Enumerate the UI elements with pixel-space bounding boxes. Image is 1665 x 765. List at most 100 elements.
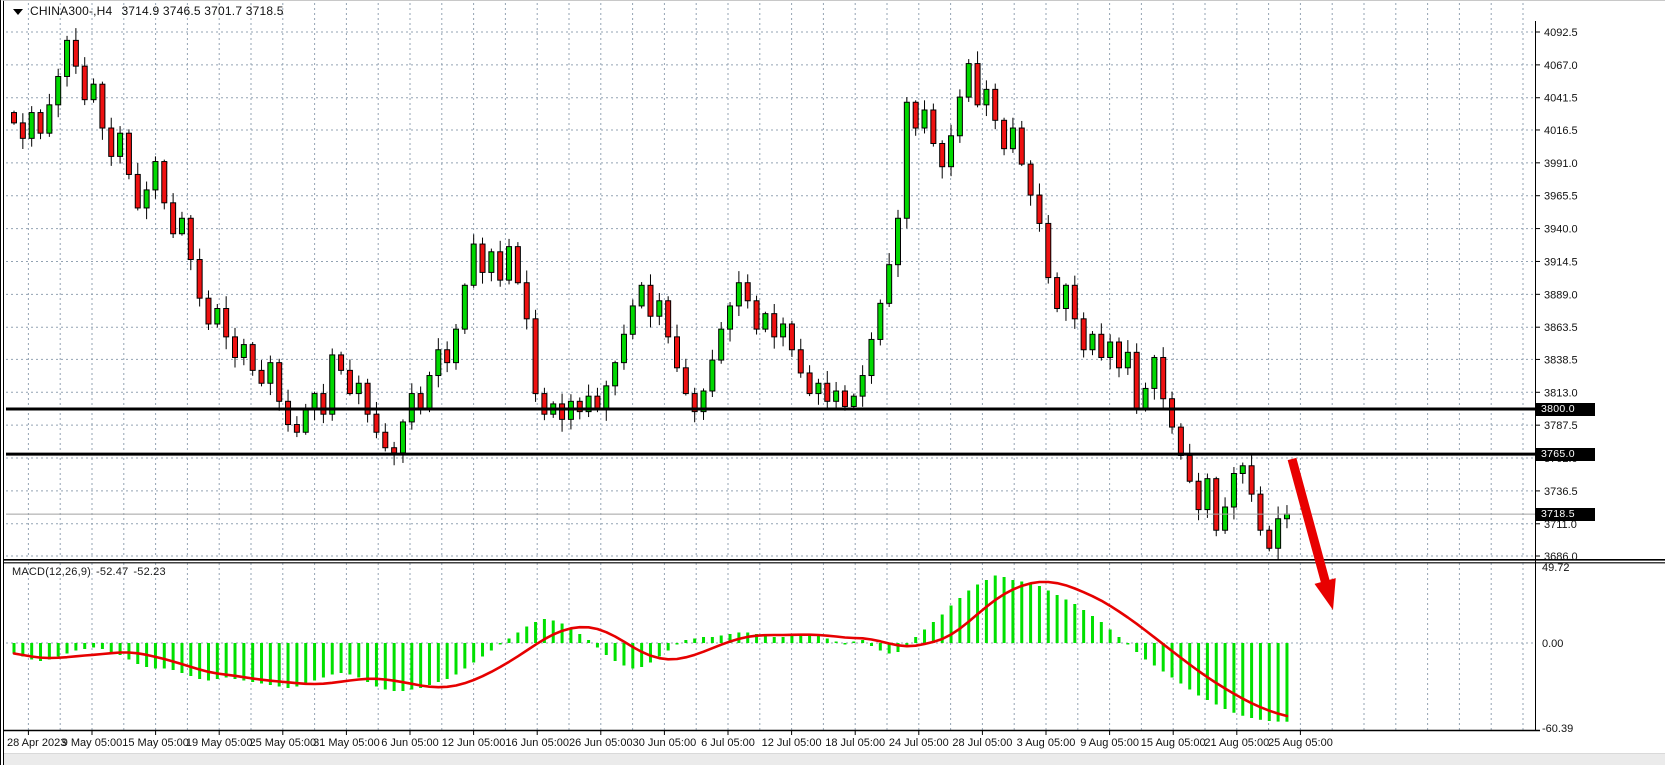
macd-histogram-bar [1205,643,1209,700]
macd-signal-line [12,580,1289,718]
candle-bearish [1248,465,1255,495]
candle-bearish [1071,284,1078,320]
ohlc-values: 3714.9 3746.5 3701.7 3718.5 [121,4,284,18]
time-axis-label: 26 Jun 05:00 [569,737,633,749]
candle-bullish [656,300,663,317]
candle-bearish [1045,222,1052,279]
candle-bullish [1275,518,1282,549]
macd-histogram-bar [790,635,794,643]
macd-histogram-bar [171,643,175,670]
candle-bearish [691,393,698,413]
candle-bullish [399,421,406,454]
candle-bullish [214,308,221,325]
price-axis-label: 4016.5 [1544,125,1578,137]
price-axis-label: 3838.5 [1544,354,1578,366]
candle-bullish [1009,127,1016,150]
time-axis-label: 6 Jun 05:00 [381,737,439,749]
candle-bullish [506,246,513,281]
time-axis-label: 25 May 05:00 [249,737,316,749]
candle-bullish [620,333,627,364]
candle-bullish [709,359,716,392]
macd-histogram-bar [472,643,476,663]
macd-histogram-bar [419,643,423,688]
candle-bullish [612,362,619,387]
candle-bullish [868,338,875,377]
candle-bearish [939,143,946,168]
macd-histogram-bar [224,643,228,678]
candle-bearish [205,297,212,325]
macd-histogram-bar [1258,643,1262,720]
macd-histogram-bar [551,620,555,643]
candle-bullish [435,349,442,377]
candle-bearish [108,127,115,157]
symbol-dropdown-icon[interactable] [13,9,23,15]
macd-value: -52.47 [96,566,129,578]
macd-histogram-bar [295,643,299,687]
candle-bearish [1195,480,1202,511]
price-axis-label: 3787.5 [1544,420,1578,432]
candle-bearish [196,259,203,299]
macd-histogram-bar [39,643,43,661]
macd-histogram-bar [852,641,856,643]
candle-bullish [903,101,910,219]
candle-bearish [232,336,238,358]
macd-histogram-bar [83,643,87,649]
macd-histogram-bar [481,643,485,657]
macd-histogram-bar [1276,643,1280,722]
candle-bullish [461,284,468,330]
macd-histogram-bar [648,643,652,663]
candle-bearish [1098,333,1105,358]
macd-histogram-bar [489,643,493,651]
macd-signal-value: -52.23 [133,566,166,578]
time-axis-label: 28 Jul 05:00 [952,737,1012,749]
time-axis-label: 25 Aug 05:00 [1268,737,1333,749]
candle-bullish [815,382,822,395]
candle-bearish [364,382,371,415]
macd-histogram-bar [825,638,829,643]
candle-bearish [285,400,292,426]
candle-bearish [1186,454,1193,482]
macd-histogram-bar [1117,637,1121,643]
candle-bearish [841,390,848,407]
macd-histogram-bar [905,643,909,646]
price-axis-label: 3813.0 [1544,387,1578,399]
trend-arrow-head[interactable] [1314,578,1336,610]
macd-histogram-bar [1064,599,1068,643]
candle-bullish [302,408,309,433]
macd-histogram-bar [206,643,210,681]
candle-bullish [921,109,928,129]
candle-bullish [629,305,636,335]
macd-name: MACD(12,26,9) [12,566,92,578]
trend-arrow-shaft[interactable] [1287,457,1332,589]
candle-bullish [143,189,150,209]
macd-histogram-bar [198,643,202,679]
candle-bearish [1018,127,1025,165]
price-axis-label: 3889.0 [1544,289,1578,301]
macd-histogram-bar [631,643,635,669]
macd-histogram-bar [675,643,679,645]
candle-bullish [762,313,769,330]
candle-bullish [833,390,840,402]
macd-axis-label: 49.72 [1542,562,1570,574]
macd-histogram-bar [374,643,378,687]
price-axis-label: 3940.0 [1544,224,1578,236]
macd-histogram-bar [189,643,193,676]
macd-histogram-bar [702,637,706,643]
candle-bearish [391,447,398,454]
chart-canvas[interactable]: 4092.5 4067.0 4041.5 4016.5 3991.0 3965.5 3940… [4,1,1665,765]
macd-histogram-bar [1241,643,1245,716]
macd-axis-label: -60.39 [1542,723,1573,735]
candle-bullish [90,83,97,101]
macd-histogram-bar [887,643,891,654]
macd-histogram-bar [251,643,255,682]
candle-bullish [965,63,972,98]
candle-bullish [267,362,274,384]
macd-histogram-bar [613,643,617,661]
candle-bearish [665,300,672,338]
macd-histogram-bar [1197,643,1201,696]
candle-bearish [11,112,17,124]
candle-bullish [426,375,433,410]
macd-histogram-bar [313,643,317,681]
time-axis-label: 6 Jul 05:00 [701,737,755,749]
candle-bearish [1036,194,1043,224]
